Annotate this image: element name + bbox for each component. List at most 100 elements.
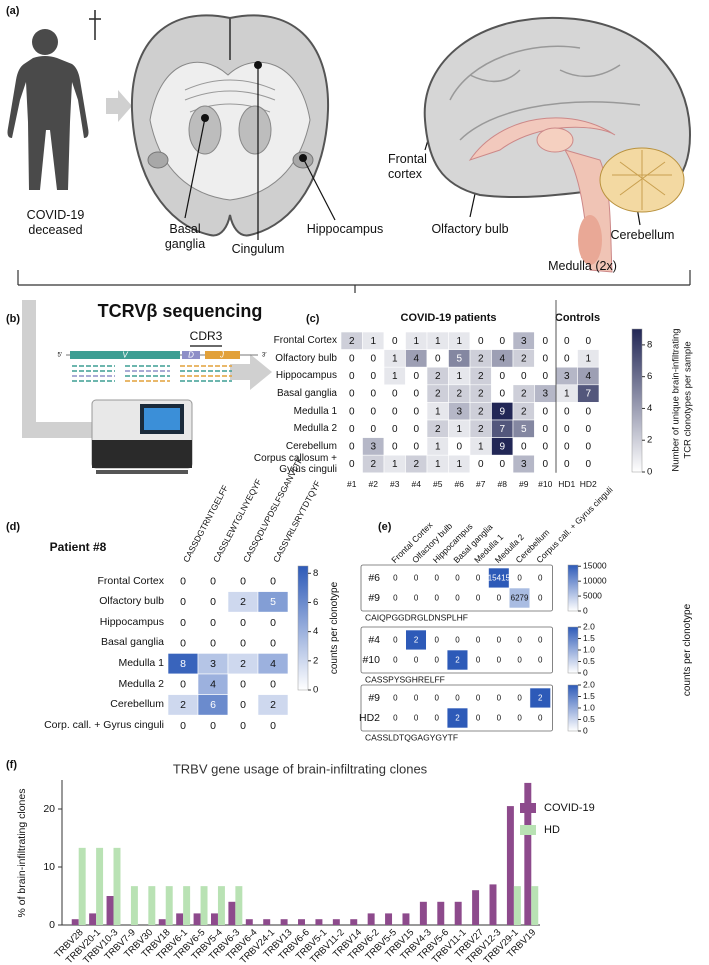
cell-value: 4 [413, 354, 419, 365]
cell-value: 0 [210, 720, 216, 732]
cell-value: 2 [270, 699, 276, 711]
colorbar-tick-label: 1.0 [583, 702, 595, 712]
cell-value: 1 [392, 354, 398, 365]
colorbar-tick-label: 2 [313, 655, 318, 666]
cell-value: 0 [564, 354, 570, 365]
cell-value: 0 [414, 594, 419, 603]
cell-value: 0 [210, 637, 216, 649]
bar [148, 886, 156, 925]
cell-value: 1 [435, 336, 441, 347]
cell-value: 0 [210, 617, 216, 629]
cell-value: 0 [210, 596, 216, 608]
cell-value: 2 [435, 389, 441, 400]
cell-value: 0 [180, 617, 186, 629]
cell-value: 2 [478, 354, 484, 365]
sagittal-brain [423, 16, 692, 273]
cell-value: 1 [392, 371, 398, 382]
cell-value: 0 [413, 389, 419, 400]
flow-arrow [230, 354, 272, 390]
bar [332, 919, 340, 925]
column-label: #6 [455, 479, 465, 489]
row-label: Cerebellum [285, 440, 337, 452]
cell-value: 0 [435, 594, 440, 603]
cell-value: 0 [392, 336, 398, 347]
heatmap-cell [577, 454, 600, 474]
cell-value: 0 [478, 336, 484, 347]
column-label: #9 [519, 479, 529, 489]
cell-value: 0 [393, 694, 398, 703]
cell-value: 0 [270, 617, 276, 629]
colorbar-tick-label: 8 [313, 568, 318, 579]
block-frame [360, 564, 554, 612]
cell-value: 0 [210, 576, 216, 588]
cell-value: 0 [349, 354, 355, 365]
cell-value: 1 [456, 459, 462, 470]
colorbar-tick-label: 2 [647, 435, 652, 446]
colorbar [567, 626, 579, 674]
cell-value: 0 [542, 336, 548, 347]
colorbar-tick-label: 0 [583, 725, 588, 735]
bar [89, 913, 97, 925]
segment-label: D [188, 351, 194, 360]
cell-value: 1 [456, 336, 462, 347]
cell-value: 0 [478, 459, 484, 470]
cell-value: 0 [240, 699, 246, 711]
column-label: #5 [433, 479, 443, 489]
cell-value: 0 [349, 424, 355, 435]
row-label: #6 [368, 572, 380, 584]
dagger-icon [89, 10, 101, 40]
heatmap-cell [529, 707, 551, 729]
cell-value: 0 [413, 406, 419, 417]
cell-value: 0 [497, 694, 502, 703]
coronal-brain [130, 14, 330, 237]
cell-value: 0 [542, 354, 548, 365]
cell-value: 0 [497, 594, 502, 603]
region-label: Basal ganglia [164, 222, 206, 251]
cell-value: 1 [478, 442, 484, 453]
cell-value: 2 [455, 714, 460, 723]
bar [524, 782, 532, 925]
cell-value: 2 [435, 371, 441, 382]
cell-value: 2 [478, 371, 484, 382]
cell-value: 0 [349, 442, 355, 453]
column-label: Corpus call. + Gyrus cinguli [534, 485, 614, 565]
cell-value: 0 [564, 459, 570, 470]
y-tick-label: 10 [43, 861, 55, 873]
cell-value: 6279 [511, 594, 529, 603]
bar [280, 919, 288, 925]
cell-value: 0 [435, 574, 440, 583]
row-label: #9 [368, 592, 380, 604]
cell-value: 2 [414, 636, 419, 645]
cell-value: 0 [585, 424, 591, 435]
bar [71, 919, 79, 925]
cell-value: 4 [270, 658, 276, 670]
cell-value: 0 [413, 442, 419, 453]
cell-value: 4 [210, 679, 216, 691]
subject-label: COVID-19 deceased [26, 208, 85, 237]
cell-value: 0 [585, 336, 591, 347]
region-label: Olfactory bulb [431, 222, 509, 236]
cell-value: 2 [521, 406, 527, 417]
cell-value: 0 [497, 656, 502, 665]
cell-value: 1 [435, 459, 441, 470]
cell-value: 0 [413, 371, 419, 382]
row-label: Basal ganglia [100, 636, 164, 649]
cell-value: 0 [542, 442, 548, 453]
bar [402, 913, 410, 925]
y-axis-label: % of brain-infiltrating clones [15, 788, 28, 917]
colorbar-tick-label: 15000 [583, 560, 607, 570]
cell-value: 0 [270, 637, 276, 649]
cell-value: 0 [521, 371, 527, 382]
bar [113, 847, 121, 925]
block-frame [360, 626, 554, 674]
colorbar-tick-label: 2.0 [583, 621, 595, 631]
cell-value: 5 [521, 424, 527, 435]
colorbar [297, 565, 309, 691]
cell-value: 0 [542, 424, 548, 435]
chart-title: TRBV gene usage of brain-infiltrating cl… [173, 761, 428, 776]
colorbar-tick-label: 6 [313, 597, 318, 608]
cell-value: 8 [180, 658, 186, 670]
cell-value: 0 [270, 679, 276, 691]
region-label: Hippocampus [306, 222, 384, 236]
cell-value: 7 [585, 389, 591, 400]
